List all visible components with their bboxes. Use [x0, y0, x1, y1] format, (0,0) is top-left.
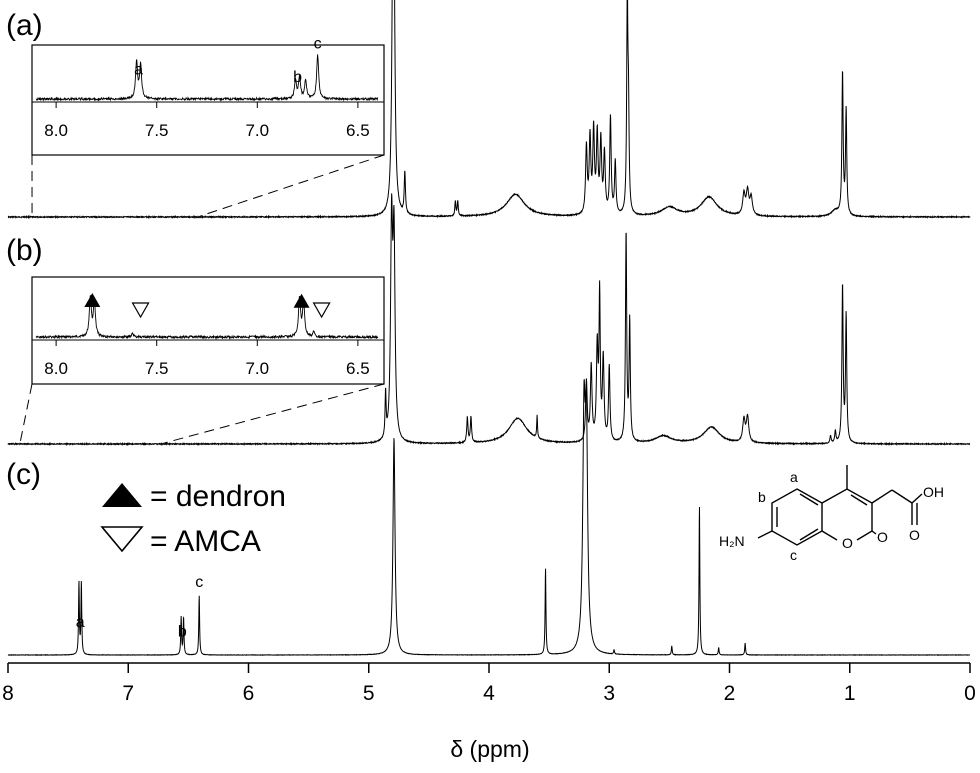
panel-label-c: (c) [6, 458, 41, 491]
structure-label-b: b [758, 489, 766, 505]
structure-acid: OH [923, 484, 944, 500]
panel-label-a: (a) [6, 9, 43, 42]
structure-lactone-co [872, 531, 876, 534]
inset-a-peak-label-c: c [314, 35, 322, 52]
structure-pyrone-ring [822, 489, 872, 540]
x-tick-label-5: 5 [363, 682, 375, 705]
legend-amca-text: = AMCA [150, 525, 261, 558]
panel-c-peak-label-c: c [195, 574, 203, 591]
legend-amca-marker [102, 527, 142, 551]
spectrum-c [8, 379, 970, 655]
structure-amine-bond [758, 531, 772, 538]
inset-b-tick-label-7.5: 7.5 [145, 359, 169, 378]
legend: = dendron = AMCA [102, 480, 286, 558]
inset-a-frame [32, 45, 384, 155]
structure-label-c: c [790, 547, 797, 563]
zoom-guide-b-right [164, 384, 384, 443]
x-tick-label-2: 2 [724, 682, 736, 705]
panel-c-peak-label-b: b [178, 624, 187, 641]
x-tick-label-8: 8 [2, 682, 14, 705]
inset-a-tick-label-7.0: 7.0 [245, 121, 269, 140]
structure-amine: H₂N [719, 533, 745, 549]
inset-a-peak-label-b: b [293, 69, 302, 86]
structure-benzene-ring [772, 489, 822, 545]
inset-a-tick-label-7.5: 7.5 [145, 121, 169, 140]
legend-dendron-marker [102, 483, 142, 507]
zoom-guide-a-right [200, 155, 384, 216]
x-tick-label-6: 6 [243, 682, 255, 705]
inset-a-peak-label-a: a [134, 61, 143, 78]
structure-acid-oh [912, 494, 922, 503]
structure-acid-c [892, 490, 912, 503]
inset-b-tick-label-6.5: 6.5 [346, 359, 370, 378]
structure-ch2 [872, 490, 892, 503]
inset-a: 8.0 7.5 7.0 6.5 a bc [32, 35, 384, 155]
inset-a-tick-label-6.5: 6.5 [346, 121, 370, 140]
x-tick-label-1: 1 [844, 682, 856, 705]
panel-c-peak-label-a: a [76, 614, 85, 631]
structure-carbonyl-o: O [877, 529, 888, 545]
zoom-guide-b-left [20, 384, 32, 443]
inset-b-frame [32, 277, 384, 384]
inset-b-tick-label-7.0: 7.0 [245, 359, 269, 378]
legend-dendron-text: = dendron [150, 480, 286, 513]
x-tick-label-0: 0 [964, 682, 976, 705]
amca-structure: a b c H₂N OH O O O [719, 465, 944, 563]
x-axis-label: δ (ppm) [450, 736, 529, 762]
structure-ring-o: O [842, 535, 853, 551]
structure-label-a: a [790, 469, 798, 485]
structure-ring-o-bond [822, 531, 837, 540]
structure-acid-o: O [909, 527, 920, 543]
x-tick-label-7: 7 [122, 682, 134, 705]
inset-b: 8.0 7.5 7.0 6.5 [32, 277, 384, 384]
inset-a-tick-label-8.0: 8.0 [44, 121, 68, 140]
inset-b-tick-label-8.0: 8.0 [44, 359, 68, 378]
x-tick-label-3: 3 [603, 682, 615, 705]
panel-label-b: (b) [6, 234, 43, 267]
panel-c-peak-labels: a b c [76, 574, 204, 641]
x-axis-ticks: 8 7 6 5 4 3 2 1 0 [2, 663, 976, 705]
x-tick-label-4: 4 [483, 682, 495, 705]
